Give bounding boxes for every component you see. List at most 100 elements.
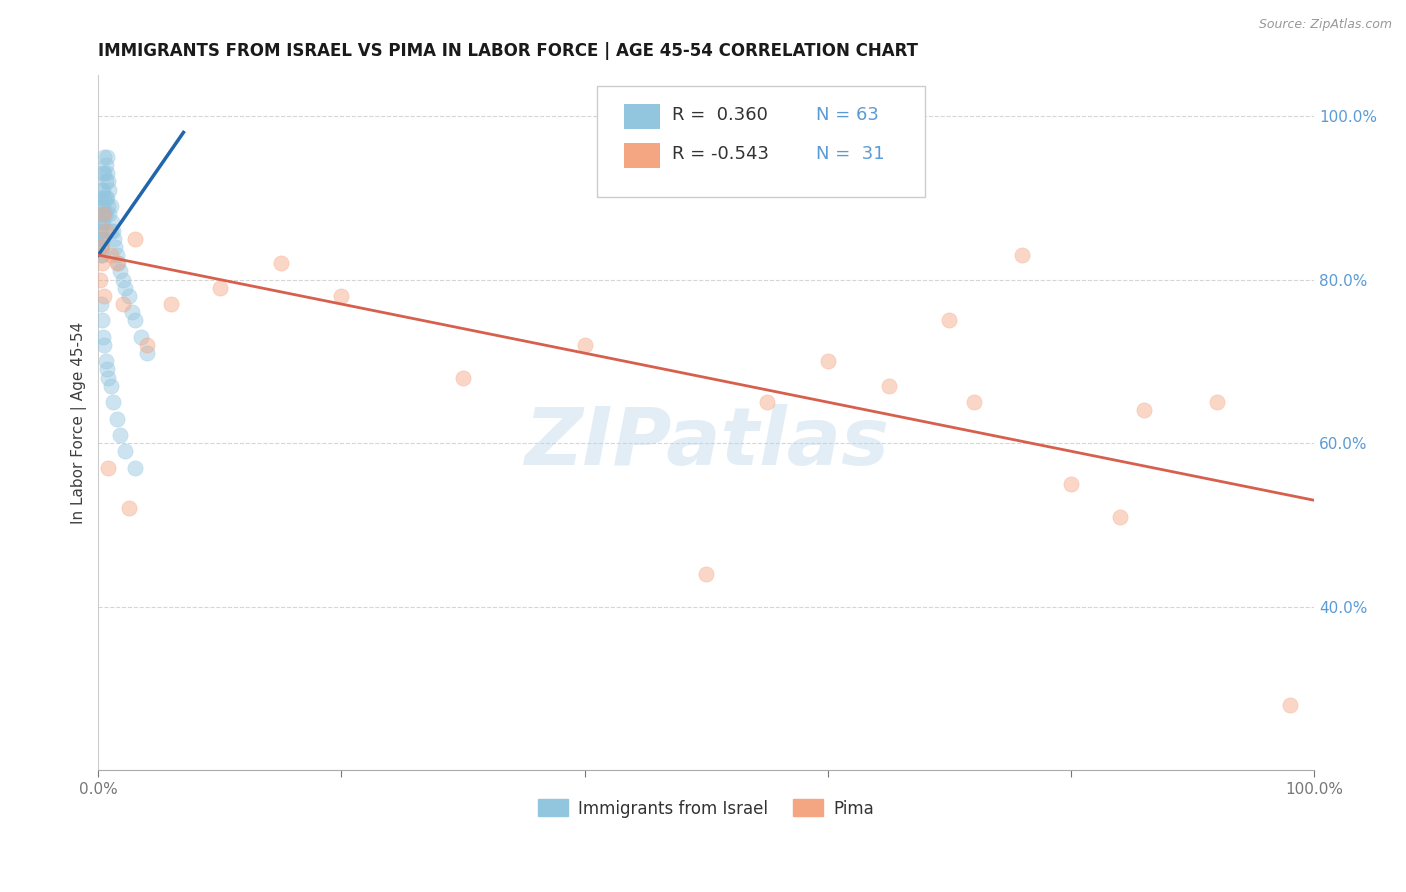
Point xyxy=(91,166,114,180)
Point xyxy=(270,256,292,270)
Point xyxy=(94,158,117,172)
Point xyxy=(93,289,115,303)
Point xyxy=(107,256,129,270)
Point xyxy=(100,379,122,393)
Point xyxy=(90,240,112,254)
Point xyxy=(93,150,115,164)
Point xyxy=(90,207,112,221)
Point xyxy=(90,240,112,254)
Point xyxy=(93,207,115,221)
Point xyxy=(129,330,152,344)
Point xyxy=(91,183,114,197)
Bar xyxy=(623,104,659,128)
Point xyxy=(96,166,118,180)
Point xyxy=(574,338,596,352)
Point xyxy=(110,264,132,278)
Point xyxy=(124,460,146,475)
Point xyxy=(817,354,839,368)
Point xyxy=(136,346,159,360)
Point xyxy=(105,248,128,262)
Y-axis label: In Labor Force | Age 45-54: In Labor Force | Age 45-54 xyxy=(72,321,87,524)
Point xyxy=(97,370,120,384)
Point xyxy=(451,370,474,384)
Point xyxy=(111,297,134,311)
Point xyxy=(91,199,114,213)
Point xyxy=(90,297,112,311)
Point xyxy=(94,191,117,205)
Point xyxy=(101,395,124,409)
Point xyxy=(1133,403,1156,417)
Point xyxy=(91,256,114,270)
Point xyxy=(90,223,112,237)
Point xyxy=(1060,476,1083,491)
Point xyxy=(90,191,112,205)
Point xyxy=(100,223,122,237)
Text: N = 63: N = 63 xyxy=(815,106,879,124)
Text: N =  31: N = 31 xyxy=(815,145,884,162)
Point xyxy=(103,232,125,246)
Point xyxy=(1205,395,1227,409)
Text: R =  0.360: R = 0.360 xyxy=(672,106,768,124)
Point xyxy=(89,232,111,246)
Point xyxy=(1108,509,1130,524)
Point xyxy=(124,313,146,327)
Point xyxy=(90,248,112,262)
Point xyxy=(118,501,141,516)
Point xyxy=(91,183,114,197)
Point xyxy=(105,411,128,425)
Point xyxy=(97,199,120,213)
Point xyxy=(695,566,717,581)
Point xyxy=(114,444,136,458)
Text: R = -0.543: R = -0.543 xyxy=(672,145,769,162)
Point xyxy=(938,313,960,327)
Point xyxy=(94,207,117,221)
Point xyxy=(94,223,117,237)
Point xyxy=(330,289,353,303)
Point xyxy=(91,215,114,229)
Point xyxy=(100,215,122,229)
Point xyxy=(105,256,128,270)
Point xyxy=(98,207,121,221)
Point xyxy=(101,223,124,237)
Bar xyxy=(623,144,659,168)
Point xyxy=(756,395,779,409)
Point xyxy=(93,191,115,205)
Point xyxy=(96,191,118,205)
Point xyxy=(94,174,117,188)
Point xyxy=(91,248,114,262)
Point xyxy=(91,330,114,344)
Point xyxy=(114,281,136,295)
Point xyxy=(98,183,121,197)
Point xyxy=(91,232,114,246)
Point xyxy=(91,215,114,229)
Text: Source: ZipAtlas.com: Source: ZipAtlas.com xyxy=(1258,18,1392,31)
Point xyxy=(91,199,114,213)
Point xyxy=(91,313,114,327)
Point xyxy=(136,338,159,352)
Point xyxy=(111,272,134,286)
Point xyxy=(160,297,183,311)
Point xyxy=(1011,248,1033,262)
Point xyxy=(208,281,231,295)
Point xyxy=(124,232,146,246)
Point xyxy=(89,223,111,237)
Point xyxy=(104,240,127,254)
Point xyxy=(96,150,118,164)
Point xyxy=(110,428,132,442)
Point xyxy=(89,215,111,229)
Text: IMMIGRANTS FROM ISRAEL VS PIMA IN LABOR FORCE | AGE 45-54 CORRELATION CHART: IMMIGRANTS FROM ISRAEL VS PIMA IN LABOR … xyxy=(98,42,918,60)
Point xyxy=(121,305,143,319)
Point xyxy=(118,289,141,303)
Point xyxy=(97,174,120,188)
Point xyxy=(96,362,118,376)
Point xyxy=(91,207,114,221)
Point xyxy=(89,272,111,286)
FancyBboxPatch shape xyxy=(596,86,925,197)
Point xyxy=(100,248,122,262)
Point xyxy=(93,338,115,352)
Text: ZIPatlas: ZIPatlas xyxy=(523,404,889,483)
Point xyxy=(91,240,114,254)
Point xyxy=(100,199,122,213)
Point xyxy=(963,395,986,409)
Point xyxy=(91,232,114,246)
